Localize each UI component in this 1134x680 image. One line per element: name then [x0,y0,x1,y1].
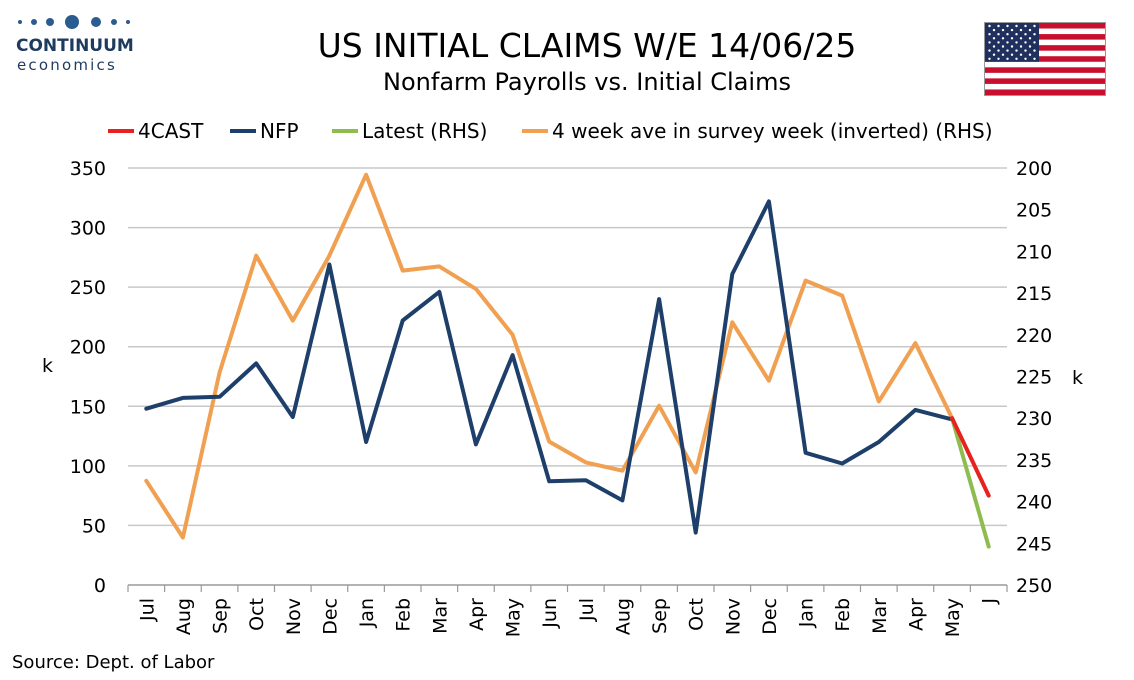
x-tick-label: Nov [722,598,744,635]
right-axis-label: k [1072,367,1083,389]
left-tick-label: 100 [70,456,106,478]
legend-label: 4 week ave in survey week (inverted) (RH… [552,119,993,143]
x-tick-label: J [979,598,1001,605]
legend-label: NFP [260,119,299,143]
x-tick-label: May [942,598,964,637]
chart-title: US INITIAL CLAIMS W/E 14/06/25 [317,26,857,65]
axes [127,584,1008,592]
x-tick-label: Feb [393,598,415,632]
legend: 4CAST NFP Latest (RHS) 4 week ave in survey… [108,119,993,143]
right-tick-label: 205 [1016,200,1052,222]
x-tick-label: Oct [246,598,268,631]
chart-subtitle: Nonfarm Payrolls vs. Initial Claims [383,68,791,96]
x-tick-label: Apr [905,598,927,631]
right-tick-label: 200 [1016,158,1052,180]
grid-lines [128,167,1007,527]
x-tick-label: Sep [649,598,671,634]
right-tick-label: 230 [1016,408,1052,430]
x-tick-label: May [503,598,525,637]
x-tick-label: Nov [283,598,305,635]
brand-name: CONTINUUM [16,36,134,56]
left-tick-label: 300 [70,218,106,240]
right-tick-label: 220 [1016,325,1052,347]
x-tick-label: Jan [796,598,818,628]
x-tick-label: Dec [319,598,341,635]
left-axis-label: k [42,355,53,377]
x-tick-label: Feb [832,598,854,632]
x-tick-label: Dec [759,598,781,635]
left-tick-label: 200 [70,337,106,359]
left-axis-ticks: 0 50 100 150 200 250 300 350 [70,158,106,597]
x-tick-label: Aug [173,598,195,635]
left-tick-label: 0 [94,575,106,597]
x-tick-label: Jan [356,598,378,628]
left-tick-label: 350 [70,158,106,180]
x-tick-label: Mar [869,598,891,634]
legend-label: Latest (RHS) [362,119,487,143]
x-tick-label: Aug [612,598,634,635]
x-tick-label: Jul [576,598,598,622]
series-line-4-week-ave-in-survey-week-inverted-rhs [144,172,955,540]
x-axis-ticks: Jul Aug Sep Oct Nov Dec Jan Feb Mar Apr May Jun Jul A… [136,598,1000,637]
right-tick-label: 215 [1016,283,1052,305]
legend-label: 4CAST [138,119,204,143]
series-lines [144,172,991,549]
x-tick-label: Mar [429,598,451,634]
logo-dots-icon [18,15,130,29]
us-flag-icon [984,22,1106,96]
left-tick-label: 150 [70,396,106,418]
left-tick-label: 250 [70,277,106,299]
series-line-latest-rhs [950,416,991,549]
x-tick-label: Jun [539,598,561,629]
series-line-4cast [950,416,991,498]
right-tick-label: 210 [1016,241,1052,263]
right-tick-label: 235 [1016,450,1052,472]
brand-sub: economics [17,56,117,74]
left-tick-label: 50 [82,515,106,537]
right-tick-label: 250 [1016,575,1052,597]
x-tick-label: Apr [466,598,488,631]
x-tick-label: Sep [210,598,232,634]
right-tick-label: 245 [1016,533,1052,555]
right-axis-ticks: 200 205 210 215 220 225 230 235 240 245 250 [1016,158,1052,597]
right-tick-label: 240 [1016,492,1052,514]
right-tick-label: 225 [1016,367,1052,389]
x-tick-label: Oct [686,598,708,631]
source-note: Source: Dept. of Labor [12,652,215,673]
series-line-nfp [144,199,955,535]
brand-logo: CONTINUUM economics [12,14,142,74]
x-tick-label: Jul [136,598,158,622]
